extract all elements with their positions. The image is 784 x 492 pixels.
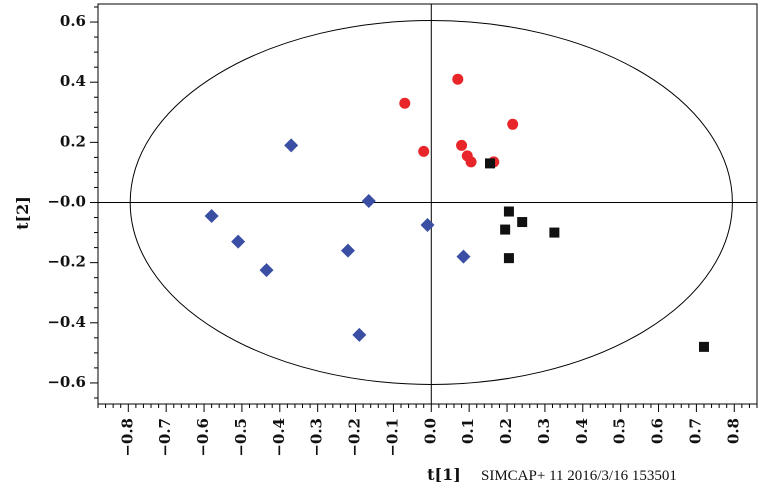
- plot-area: [97, 3, 758, 405]
- y-axis-title: t[2]: [13, 196, 32, 230]
- square-point: [549, 227, 560, 238]
- diamond-point: [361, 193, 376, 208]
- diamond-point: [204, 209, 219, 224]
- x-tick-label: −0.6: [194, 418, 212, 457]
- y-tick-label: −0.0: [47, 192, 86, 210]
- y-tick-label: 0.6: [60, 12, 86, 30]
- circle-point: [399, 97, 411, 109]
- y-tick-label: −0.6: [47, 373, 86, 391]
- y-tick-label: 0.2: [60, 132, 86, 150]
- diamond-point: [352, 327, 367, 342]
- square-point: [484, 158, 495, 169]
- square-point: [503, 253, 514, 264]
- x-tick-label: −0.3: [308, 418, 326, 457]
- x-tick-label: 0.6: [649, 418, 667, 444]
- square-point: [517, 217, 528, 228]
- x-tick-label: 0.4: [573, 418, 591, 444]
- square-point: [503, 206, 514, 217]
- circle-point: [465, 156, 477, 168]
- square-point: [500, 224, 511, 235]
- circle-point: [452, 73, 464, 85]
- diamond-point: [231, 234, 246, 249]
- x-tick-label: −0.1: [383, 418, 401, 457]
- diamond-point: [259, 263, 274, 278]
- footer-text: SIMCAP+ 11 2016/3/16 153501: [481, 468, 677, 484]
- x-tick-label: −0.5: [232, 418, 250, 457]
- diamond-point: [284, 138, 299, 153]
- x-tick-label: −0.7: [156, 418, 174, 457]
- y-axis: 0.6 0.4 0.2 −0.0 −0.2 −0.4 −0.6: [47, 6, 98, 399]
- plot-frame: [97, 3, 758, 405]
- x-tick-label: −0.8: [118, 418, 136, 457]
- circle-point: [456, 139, 468, 151]
- x-axis-title: t[1]: [427, 465, 461, 484]
- x-tick-label: 0.2: [497, 418, 515, 444]
- x-tick-label: −0.2: [346, 418, 364, 457]
- square-point: [698, 341, 709, 352]
- x-tick-label: 0.5: [611, 418, 629, 444]
- diamond-point: [340, 243, 355, 258]
- x-axis: −0.8 −0.7 −0.6 −0.5 −0.4 −0.3 −0.2 −0.1 0.0 0.1 0.…: [97, 404, 758, 457]
- circle-point: [418, 145, 430, 157]
- y-tick-label: 0.4: [60, 72, 86, 90]
- x-tick-label: 0.0: [421, 418, 439, 444]
- diamond-point: [420, 218, 435, 233]
- data-points: [204, 73, 709, 352]
- x-tick-label: −0.4: [270, 418, 288, 457]
- circle-point: [507, 118, 519, 130]
- x-tick-label: 0.7: [686, 418, 704, 444]
- x-tick-label: 0.3: [535, 418, 553, 444]
- y-tick-label: −0.2: [47, 253, 86, 271]
- x-tick-label: 0.1: [459, 418, 477, 444]
- diamond-point: [456, 249, 471, 264]
- x-tick-label: 0.8: [724, 418, 742, 444]
- y-tick-label: −0.4: [47, 313, 86, 331]
